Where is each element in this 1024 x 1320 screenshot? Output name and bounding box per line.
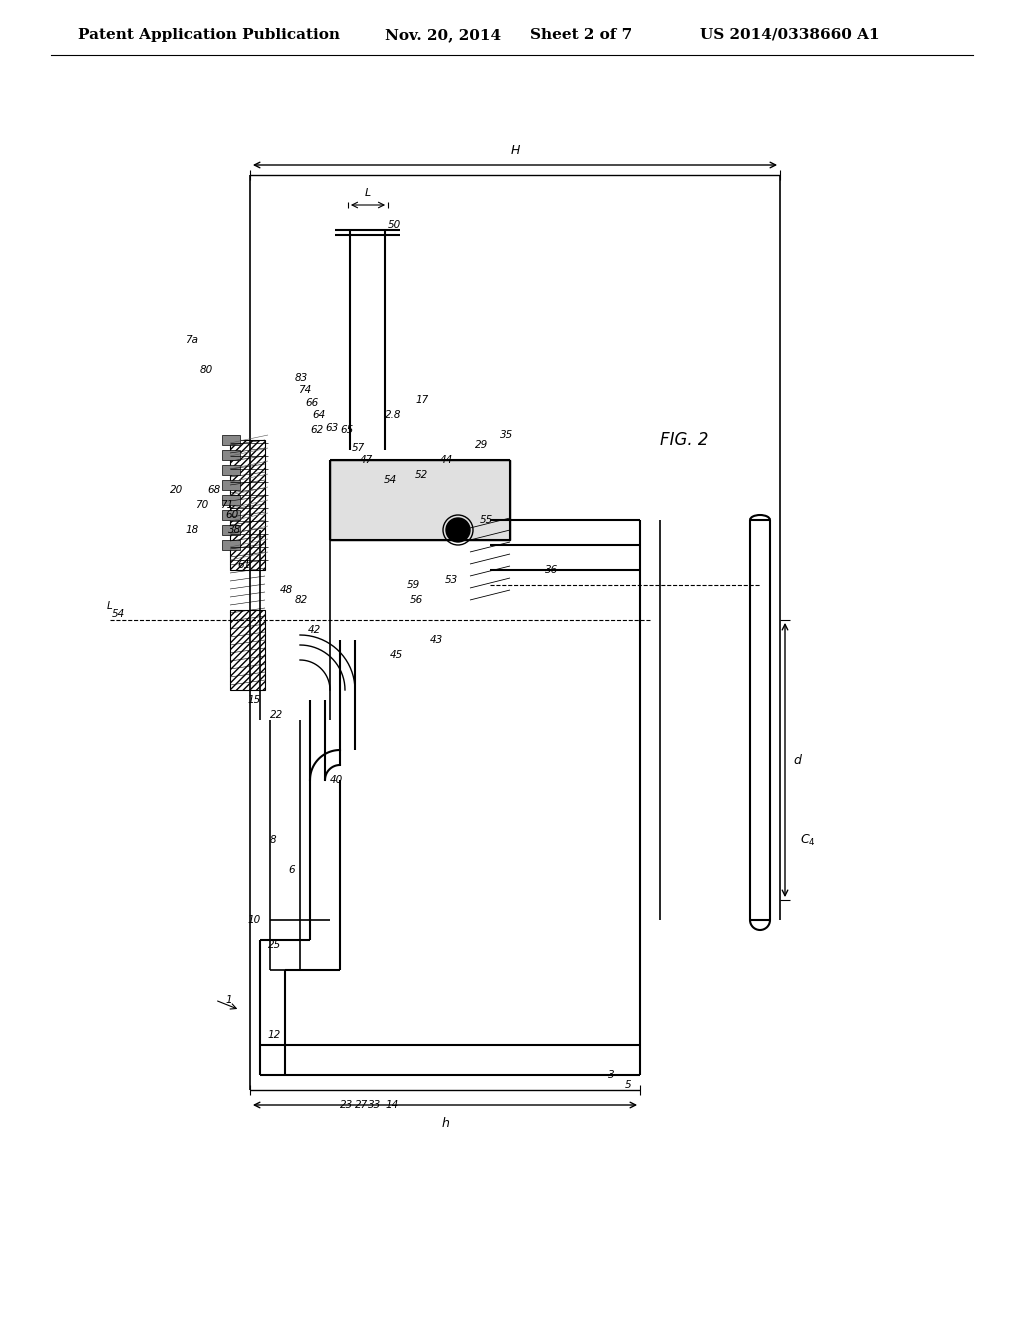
- Text: 65: 65: [340, 425, 353, 436]
- Text: 54: 54: [112, 609, 125, 619]
- Text: 10: 10: [248, 915, 261, 925]
- Text: 1: 1: [225, 995, 231, 1005]
- Bar: [230, 440, 265, 570]
- Text: 14: 14: [385, 1100, 398, 1110]
- Text: FIG. 2: FIG. 2: [660, 432, 709, 449]
- Text: 29: 29: [475, 440, 488, 450]
- Bar: [222, 465, 240, 475]
- Bar: [222, 510, 240, 520]
- Text: 62: 62: [310, 425, 324, 436]
- Text: 8: 8: [270, 836, 276, 845]
- Bar: [230, 610, 265, 690]
- Text: 47: 47: [360, 455, 374, 465]
- Text: 35: 35: [500, 430, 513, 440]
- Text: 33: 33: [368, 1100, 381, 1110]
- Bar: [222, 450, 240, 459]
- Text: 45: 45: [390, 649, 403, 660]
- Text: Patent Application Publication: Patent Application Publication: [78, 28, 340, 42]
- Text: 40: 40: [330, 775, 343, 785]
- Text: 43: 43: [430, 635, 443, 645]
- Text: 23: 23: [340, 1100, 353, 1110]
- Text: Nov. 20, 2014: Nov. 20, 2014: [385, 28, 501, 42]
- Text: 57: 57: [352, 444, 366, 453]
- Text: L: L: [365, 187, 371, 198]
- Text: 55: 55: [480, 515, 494, 525]
- Text: 64: 64: [312, 411, 326, 420]
- Text: 83: 83: [295, 374, 308, 383]
- Text: 44: 44: [440, 455, 454, 465]
- Text: 74: 74: [298, 385, 311, 395]
- Text: 66: 66: [305, 399, 318, 408]
- Bar: [222, 480, 240, 490]
- Text: 6: 6: [288, 865, 295, 875]
- Text: 18: 18: [185, 525, 199, 535]
- Text: $C_4$: $C_4$: [800, 833, 816, 847]
- Text: 56: 56: [410, 595, 423, 605]
- Text: 71: 71: [220, 500, 233, 510]
- Text: 63: 63: [325, 422, 338, 433]
- Text: 82: 82: [295, 595, 308, 605]
- Text: 60: 60: [225, 510, 239, 520]
- Text: 22: 22: [270, 710, 284, 719]
- Text: Sheet 2 of 7: Sheet 2 of 7: [530, 28, 632, 42]
- Text: 59: 59: [407, 579, 420, 590]
- Text: 80: 80: [200, 366, 213, 375]
- Text: 50: 50: [388, 220, 401, 230]
- Text: 5: 5: [625, 1080, 632, 1090]
- Text: 15: 15: [248, 696, 261, 705]
- Text: 52: 52: [415, 470, 428, 480]
- Text: 38: 38: [228, 525, 242, 535]
- Text: 2.8: 2.8: [385, 411, 401, 420]
- Text: 17: 17: [415, 395, 428, 405]
- Text: 27: 27: [355, 1100, 369, 1110]
- Text: 42: 42: [308, 624, 322, 635]
- Text: 61: 61: [237, 560, 250, 570]
- Text: 48: 48: [280, 585, 293, 595]
- Text: 7a: 7a: [185, 335, 198, 345]
- Bar: [222, 436, 240, 445]
- Text: L: L: [106, 601, 112, 611]
- Text: 70: 70: [195, 500, 208, 510]
- Text: 36: 36: [545, 565, 558, 576]
- Circle shape: [446, 517, 470, 543]
- Text: 20: 20: [170, 484, 183, 495]
- Text: 12: 12: [268, 1030, 282, 1040]
- Bar: [330, 459, 510, 540]
- Text: 68: 68: [207, 484, 220, 495]
- Text: h: h: [441, 1117, 449, 1130]
- Text: d: d: [793, 754, 801, 767]
- Text: 54: 54: [383, 475, 396, 484]
- Text: H: H: [510, 144, 520, 157]
- Text: 53: 53: [445, 576, 459, 585]
- Bar: [222, 540, 240, 550]
- Text: 25: 25: [268, 940, 282, 950]
- Bar: [222, 495, 240, 506]
- Text: US 2014/0338660 A1: US 2014/0338660 A1: [700, 28, 880, 42]
- Text: 3: 3: [608, 1071, 614, 1080]
- Bar: [222, 525, 240, 535]
